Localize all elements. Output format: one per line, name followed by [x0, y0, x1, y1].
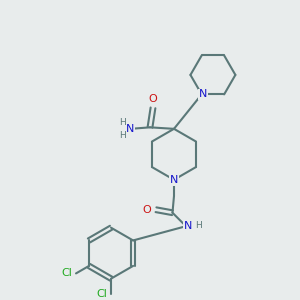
Text: O: O	[148, 94, 158, 104]
Text: N: N	[199, 89, 207, 99]
Text: N: N	[184, 221, 193, 231]
Text: H: H	[119, 118, 125, 127]
Text: Cl: Cl	[61, 268, 72, 278]
Text: N: N	[170, 175, 178, 185]
Text: N: N	[126, 124, 135, 134]
Text: H: H	[195, 221, 202, 230]
Text: Cl: Cl	[97, 289, 107, 298]
Text: O: O	[142, 205, 152, 215]
Text: H: H	[119, 131, 125, 140]
